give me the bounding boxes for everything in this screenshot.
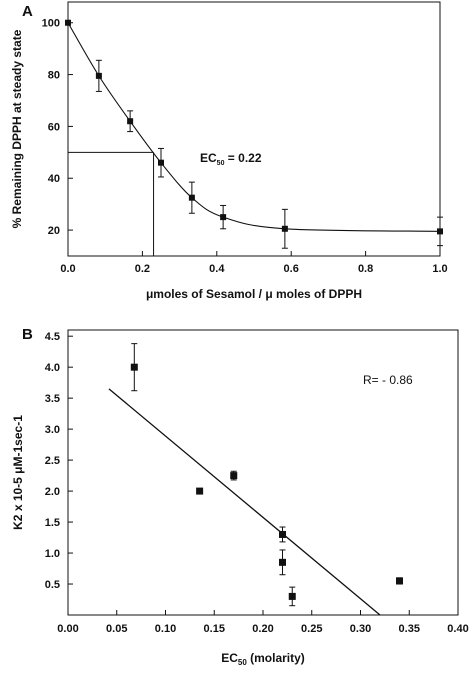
panel-b-x-tick-label: 0.35 bbox=[399, 623, 420, 635]
panel-b-x-tick-label: 0.25 bbox=[301, 623, 322, 635]
panel-a-x-tick-label: 0.0 bbox=[60, 263, 75, 275]
panel-b-x-tick-label: 0.20 bbox=[252, 623, 273, 635]
panel-a-annotation-tail: = 0.22 bbox=[224, 151, 261, 165]
panel-a-y-tick-label: 20 bbox=[48, 225, 60, 237]
panel-a-letter: A bbox=[22, 3, 33, 20]
panel-b-data-point bbox=[288, 592, 296, 600]
panel-b-data-point bbox=[279, 530, 286, 538]
panel-b-y-tick-label: 4.0 bbox=[45, 362, 60, 374]
panel-a-plot-frame bbox=[67, 1, 441, 257]
panel-a-series-line bbox=[67, 22, 441, 232]
panel-b-y-axis-title: K2 x 10-5 μM-1sec-1 bbox=[11, 415, 25, 530]
panel-b-data-point bbox=[230, 472, 238, 480]
panel-b-x-axis-title-tail: (molarity) bbox=[247, 651, 305, 665]
panel-b-y-tick-label: 3.5 bbox=[45, 393, 60, 405]
panel-a-data-point bbox=[188, 194, 195, 201]
panel-a-y-tick-label: 100 bbox=[42, 18, 60, 30]
panel-a-y-tick-label: 60 bbox=[48, 121, 60, 133]
panel-b-y-tick-label: 0.5 bbox=[45, 579, 60, 591]
panel-a-data-point bbox=[437, 228, 443, 235]
panel-a-x-tick-label: 0.4 bbox=[209, 263, 225, 275]
panel-b-y-tick-label: 2.5 bbox=[45, 455, 60, 467]
panel-b-letter: B bbox=[22, 326, 33, 343]
panel-b-data-point bbox=[396, 577, 403, 585]
panel-b-x-tick-label: 0.10 bbox=[155, 623, 176, 635]
panel-b-x-axis-title: EC50 (molarity) bbox=[221, 651, 305, 667]
panel-b-x-tick-label: 0.00 bbox=[57, 623, 78, 635]
panel-b-correlation-annotation: R= - 0.86 bbox=[363, 373, 413, 387]
panel-a-y-tick-label: 40 bbox=[48, 173, 60, 185]
panel-a-data-point bbox=[127, 118, 134, 125]
panel-a-x-tick-label: 0.2 bbox=[135, 263, 150, 275]
panel-b-x-tick-label: 0.40 bbox=[447, 623, 468, 635]
panel-a-ec50-annotation: EC50 = 0.22 bbox=[200, 151, 262, 167]
panel-a-data-point bbox=[95, 72, 102, 79]
panel-a-annotation-sub: 50 bbox=[217, 160, 225, 167]
panel-a-annotation-main: EC bbox=[200, 151, 217, 165]
panel-b-x-tick-label: 0.30 bbox=[350, 623, 371, 635]
panel-b-y-tick-label: 3.0 bbox=[45, 424, 60, 436]
panel-a-y-tick-label: 80 bbox=[48, 70, 60, 82]
panel-b-y-tick-label: 1.0 bbox=[45, 548, 60, 560]
panel-b-data-point bbox=[196, 487, 204, 495]
panel-b-regression-line bbox=[108, 388, 381, 616]
panel-b-x-axis-title-main: EC bbox=[221, 651, 238, 665]
panel-b-y-tick-label: 4.5 bbox=[45, 331, 60, 343]
panel-b-x-tick-label: 0.05 bbox=[106, 623, 127, 635]
panel-b-x-axis-title-sub: 50 bbox=[238, 658, 247, 667]
panel-a-chart: A 0.0 0.2 0.4 0.6 0.8 1.0 20 40 60 80 100 EC50 = 0.… bbox=[10, 1, 448, 301]
panel-b-y-tick-label: 2.0 bbox=[45, 486, 60, 498]
panel-b-y-tick-label: 1.5 bbox=[45, 517, 60, 529]
panel-b-data-point bbox=[130, 363, 138, 371]
panel-a-x-tick-label: 0.6 bbox=[284, 263, 299, 275]
panel-a-data-point bbox=[220, 214, 227, 221]
panel-b-x-tick-label: 0.15 bbox=[204, 623, 225, 635]
panel-a-data-point bbox=[281, 225, 288, 232]
panel-a-x-axis-title: μmoles of Sesamol / μ moles of DPPH bbox=[146, 287, 362, 301]
panel-a-data-point bbox=[158, 159, 164, 166]
panel-b-data-point bbox=[279, 558, 286, 566]
panel-a-x-tick-label: 1.0 bbox=[432, 263, 447, 275]
panel-a-y-axis-title: % Remaining DPPH at steady state bbox=[10, 29, 24, 228]
panel-a-data-point bbox=[65, 19, 71, 26]
panel-a-x-tick-label: 0.8 bbox=[358, 263, 373, 275]
panel-b-chart: B 0.00 0.05 0.10 0.15 0.20 0.25 0.30 0.35 0.40 0.… bbox=[11, 326, 469, 667]
